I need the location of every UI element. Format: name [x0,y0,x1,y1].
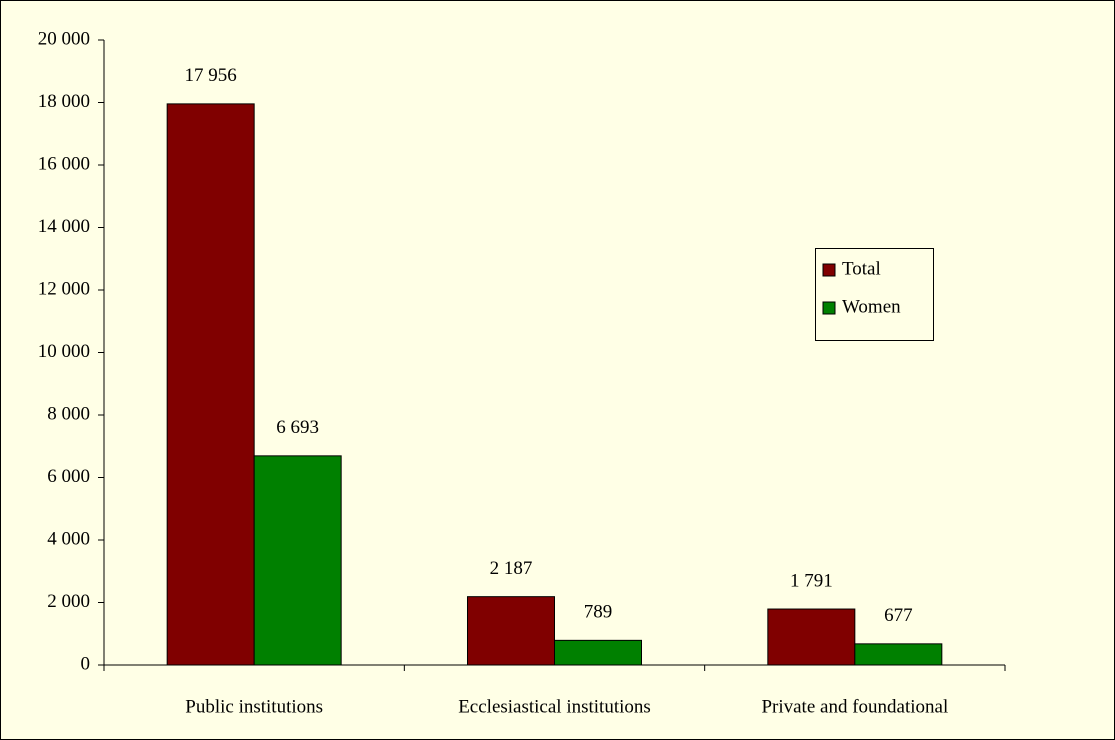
value-label: 2 187 [490,558,533,579]
x-tick-label: Ecclesiastical institutions [458,696,651,717]
bar [767,608,856,666]
bar [854,643,943,666]
legend-label: Women [842,296,901,317]
x-tick-label: Private and foundational [761,696,948,717]
value-label: 1 791 [790,570,833,591]
value-label: 17 956 [185,65,237,86]
x-tick-label: Public institutions [185,696,323,717]
value-label: 789 [584,602,613,623]
y-tick-label: 4 000 [47,528,90,549]
y-tick-label: 8 000 [47,403,90,424]
y-tick-label: 0 [81,653,91,674]
value-label: 6 693 [276,417,319,438]
y-tick-label: 16 000 [38,153,90,174]
y-tick-label: 12 000 [38,278,90,299]
y-tick-label: 20 000 [38,28,90,49]
y-tick-label: 6 000 [47,466,90,487]
bar [554,639,642,666]
y-tick-label: 18 000 [38,91,90,112]
legend-swatch [822,263,836,277]
bar [467,596,555,666]
legend-swatch [822,301,836,315]
y-tick-label: 10 000 [38,341,90,362]
value-label: 677 [884,605,913,626]
y-tick-label: 14 000 [38,216,90,237]
bar [166,103,255,666]
y-tick-label: 2 000 [47,591,90,612]
bar [253,455,342,666]
legend-label: Total [842,258,881,279]
